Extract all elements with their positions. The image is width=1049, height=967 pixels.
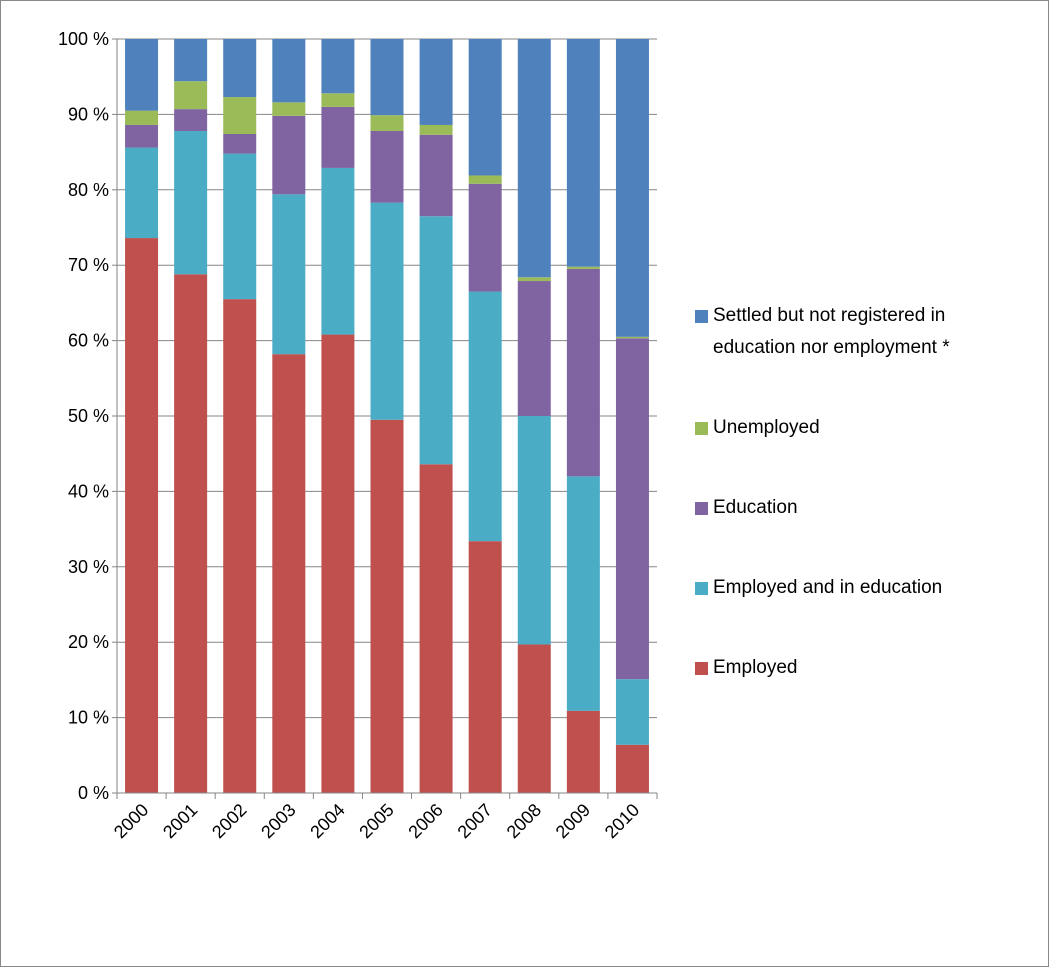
bar-segment [174, 274, 208, 793]
bar-segment [419, 124, 453, 135]
bar-segment [174, 39, 208, 82]
bar-segment [419, 134, 453, 217]
bar-segment [468, 39, 502, 176]
bar-segment [321, 167, 355, 335]
bar-segment [419, 216, 453, 465]
y-tick-label: 30 % [68, 557, 109, 577]
y-tick-label: 80 % [68, 180, 109, 200]
legend-swatch [695, 422, 708, 435]
bar-segment [517, 416, 551, 645]
bar-segment [223, 299, 257, 793]
legend-label: Employed and in education [713, 577, 943, 598]
bar-segment [419, 39, 453, 125]
legend-swatch [695, 310, 708, 323]
bar-segment [468, 541, 502, 793]
y-tick-label: 100 % [58, 29, 109, 49]
bar-segment [321, 334, 355, 793]
legend-item: Employed and in education [695, 572, 1035, 604]
y-tick-label: 40 % [68, 481, 109, 501]
bar-segment [272, 194, 306, 355]
bar-segment [615, 39, 649, 337]
legend-swatch [695, 502, 708, 515]
bar-segment [370, 202, 404, 420]
bar-segment [468, 291, 502, 542]
bar-segment [223, 153, 257, 300]
bar-segment [272, 39, 306, 103]
bar-segment [223, 97, 257, 135]
bar-segment [223, 134, 257, 154]
bar-segment [370, 419, 404, 793]
bar-segment [517, 281, 551, 416]
bar-segment [174, 109, 208, 131]
bar-segment [370, 115, 404, 131]
legend-item: Employed [695, 652, 1035, 684]
bar-segment [370, 130, 404, 203]
bar-segment [419, 464, 453, 793]
legend-swatch [695, 662, 708, 675]
bar-segment [272, 354, 306, 793]
bar-segment [174, 81, 208, 110]
bar-segment [125, 124, 159, 148]
y-tick-label: 90 % [68, 104, 109, 124]
bar-segment [125, 238, 159, 793]
y-tick-label: 0 % [78, 783, 109, 803]
bar-segment [174, 130, 208, 275]
y-tick-label: 70 % [68, 255, 109, 275]
bar-segment [566, 39, 600, 267]
bar-segment [125, 110, 159, 125]
bar-segment [566, 710, 600, 793]
bar-segment [370, 39, 404, 116]
legend-label: Education [713, 497, 798, 518]
legend-item: Unemployed [695, 412, 1035, 444]
bar-segment [615, 336, 649, 339]
y-tick-label: 20 % [68, 632, 109, 652]
bar-segment [615, 744, 649, 793]
bar-segment [517, 644, 551, 793]
bar-segment [272, 115, 306, 195]
y-tick-label: 60 % [68, 331, 109, 351]
bar-segment [272, 102, 306, 116]
bar-segment [468, 183, 502, 292]
legend: Settled but not registered in education … [695, 300, 1035, 732]
bar-segment [615, 679, 649, 745]
bar-segment [125, 147, 159, 239]
bar-segment [566, 266, 600, 269]
y-tick-label: 50 % [68, 406, 109, 426]
bar-segment [615, 338, 649, 680]
bar-segment [517, 39, 551, 278]
legend-item: Education [695, 492, 1035, 524]
legend-label: Unemployed [713, 417, 820, 438]
legend-swatch [695, 582, 708, 595]
legend-label: Employed [713, 657, 798, 678]
bar-segment [566, 476, 600, 711]
legend-label: Settled but not registered in education … [713, 305, 950, 358]
bar-segment [321, 93, 355, 107]
legend-item: Settled but not registered in education … [695, 300, 1035, 364]
bar-segment [223, 39, 257, 98]
bar-segment [566, 268, 600, 477]
bar-segment [125, 39, 159, 111]
bar-segment [321, 106, 355, 168]
y-tick-label: 10 % [68, 708, 109, 728]
bar-segment [468, 175, 502, 184]
bar-segment [321, 39, 355, 94]
bar-segment [517, 277, 551, 282]
